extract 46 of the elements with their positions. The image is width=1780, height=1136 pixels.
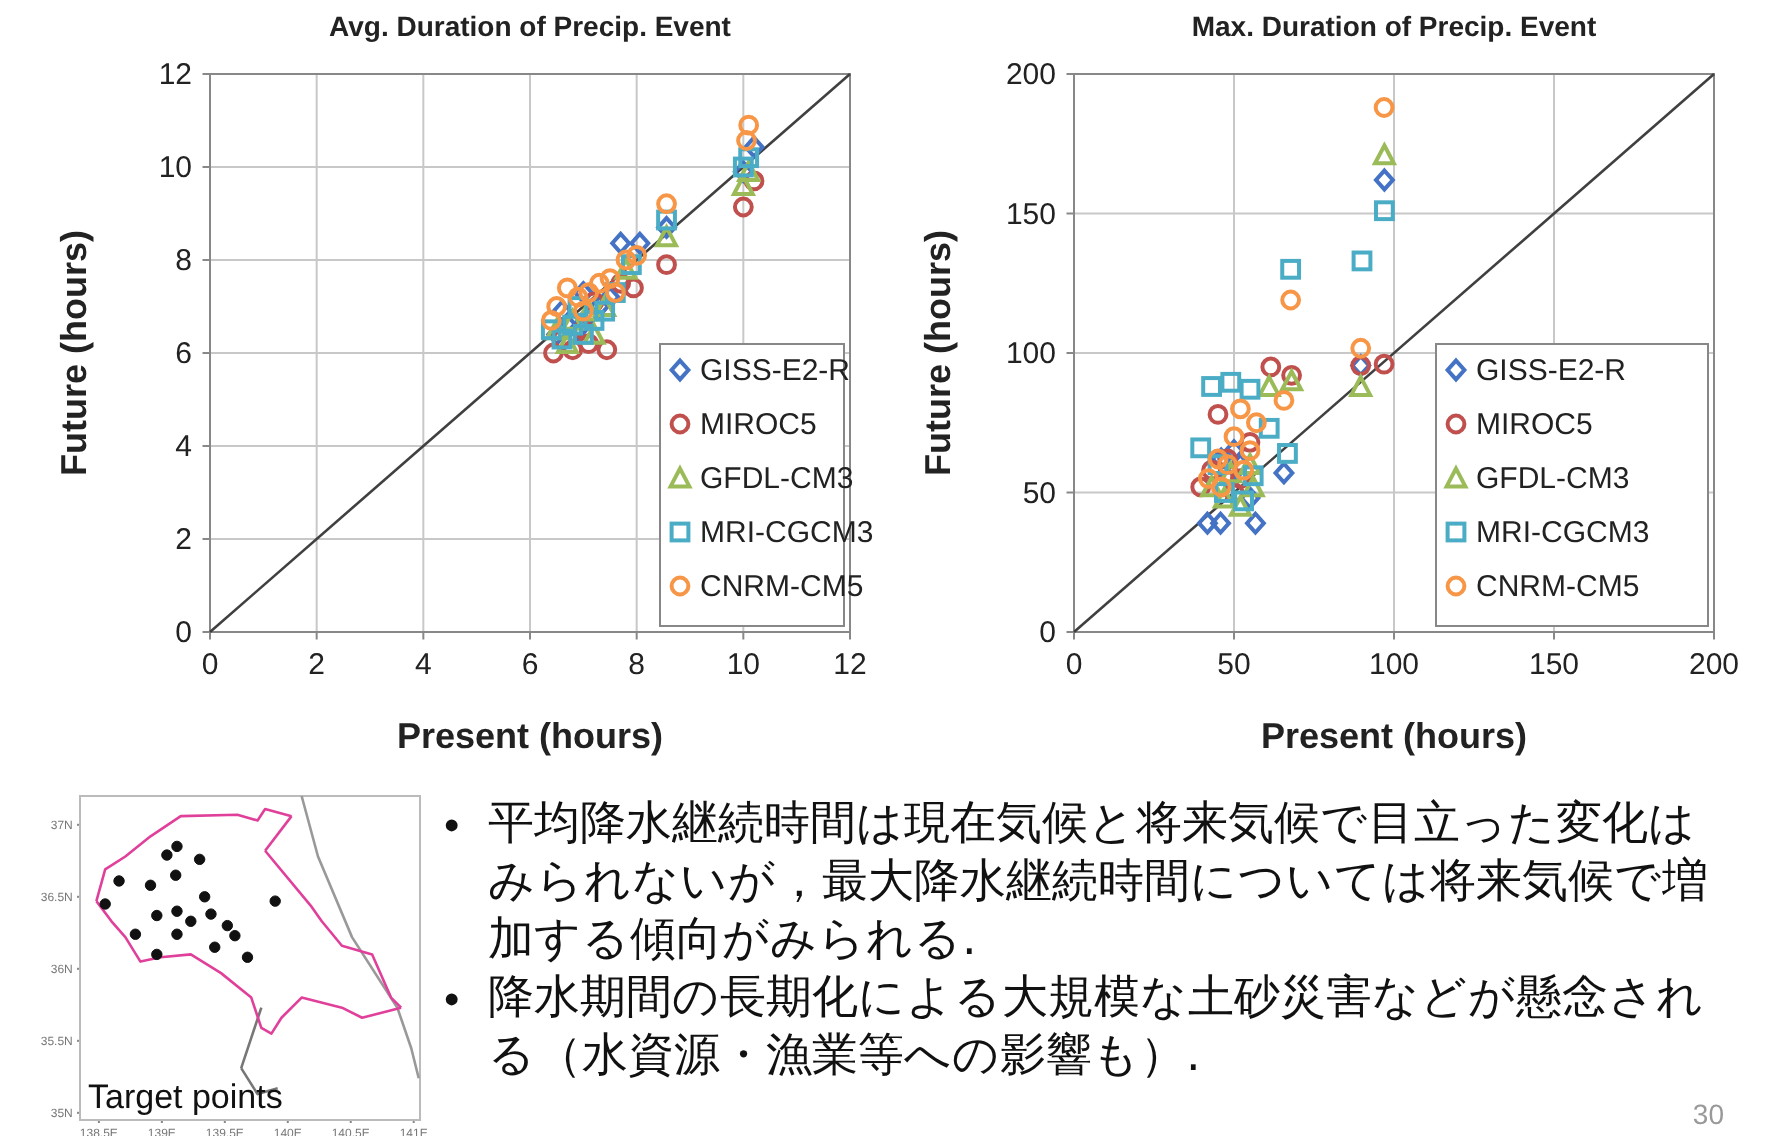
y-tick-label: 50 (1022, 476, 1056, 511)
y-tick-label: 0 (175, 616, 192, 650)
legend-label: MRI-CGCM3 (1476, 516, 1650, 550)
x-tick-label: 0 (1065, 648, 1083, 682)
y-tick-label: 100 (1005, 337, 1056, 371)
text: 30 (1692, 1098, 1725, 1130)
x-tick-label: 100 (1368, 648, 1420, 682)
y-tick-label: 8 (175, 244, 192, 278)
legend-label: CNRM-CM5 (1476, 570, 1640, 604)
text: • (444, 798, 460, 854)
annotation: Target points (88, 1078, 283, 1116)
legend-label: GFDL-CM3 (700, 462, 854, 496)
x-tick-label: 6 (521, 648, 539, 682)
y-tick-label: 12 (158, 58, 192, 92)
y-tick-label: 2 (175, 523, 192, 557)
legend-label: CNRM-CM5 (700, 570, 864, 604)
legend-label: MIROC5 (700, 408, 817, 442)
x-axis-title: Present (hours) (1260, 716, 1528, 756)
x-tick-label: 50 (1217, 648, 1251, 682)
text: • (444, 972, 460, 1028)
x-tick-label: 12 (833, 648, 867, 682)
y-axis-title: Future (hours) (918, 230, 958, 476)
y-tick-label: 10 (158, 151, 192, 185)
chart-title: Max. Duration of Precip. Event (1191, 10, 1597, 42)
y-axis-title: Future (hours) (54, 230, 94, 476)
y-tick-label: 6 (175, 337, 192, 371)
y-tick-label: 200 (1005, 58, 1056, 92)
x-tick-label: 10 (726, 648, 761, 682)
y-tick-label: 4 (175, 430, 192, 464)
x-tick-label: 150 (1528, 648, 1580, 682)
x-tick-label: 2 (308, 648, 326, 682)
y-tick-label: 150 (1005, 197, 1056, 232)
legend-label: GFDL-CM3 (1476, 462, 1630, 496)
legend-label: MIROC5 (1476, 408, 1593, 442)
x-tick-label: 200 (1688, 648, 1740, 682)
text: 平均降水継続時間は現在気候と将来気候で目立った変化はみられないが，最大降水継続時間については将来気候で増加する傾向がみられる. (488, 796, 1710, 970)
x-tick-label: 4 (414, 648, 432, 682)
x-axis-title: Present (hours) (396, 716, 664, 756)
chart-title: Avg. Duration of Precip. Event (329, 10, 732, 42)
legend-label: GISS-E2-R (700, 354, 851, 388)
y-tick-label: 0 (1039, 616, 1056, 650)
x-tick-label: 0 (201, 648, 219, 682)
legend-label: MRI-CGCM3 (700, 516, 874, 550)
legend-label: GISS-E2-R (1476, 354, 1627, 388)
x-tick-label: 8 (628, 648, 646, 682)
text: 降水期間の長期化による大規模な土砂災害などが懸念される（水資源・漁業等への影響も）. (488, 970, 1706, 1086)
